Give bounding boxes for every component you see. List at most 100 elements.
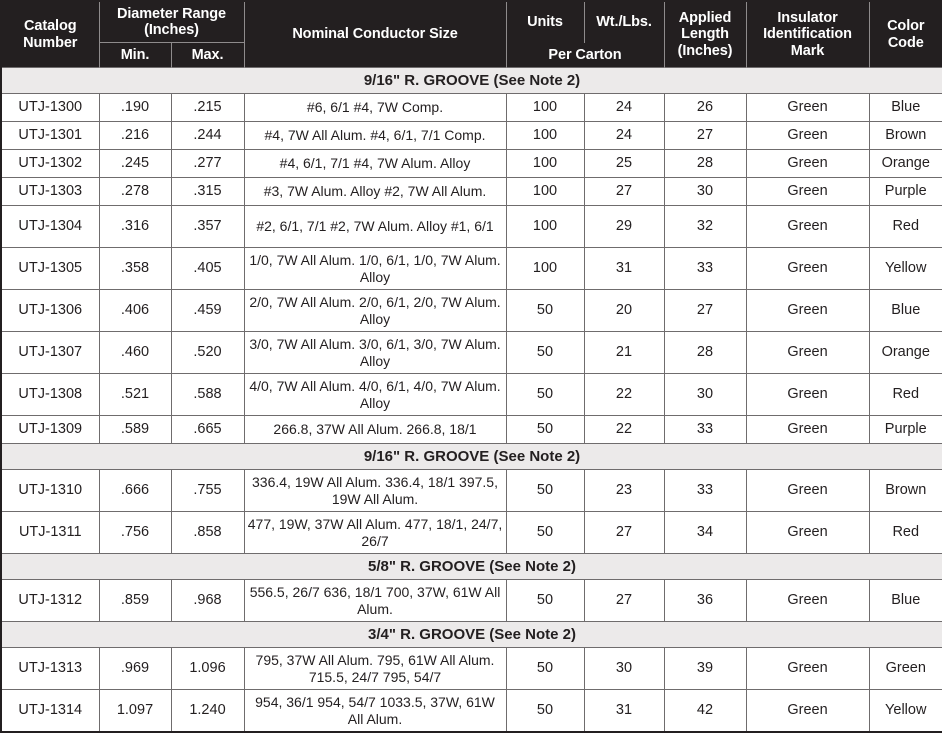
table-row: UTJ-1308.521.588 4/0, 7W All Alum. 4/0, 6…: [1, 373, 942, 416]
column-header-min: Min.: [98, 42, 172, 68]
cell-diameter-min: .521: [98, 373, 172, 416]
cell-color-code: Purple: [868, 415, 942, 444]
cell-insulator-identification-mark: Green: [745, 647, 870, 690]
table-row: UTJ-1314 1.097 1.240 954, 36/1 954, 54/7 10…: [1, 689, 942, 732]
cell-units-per-carton: 50: [505, 415, 585, 444]
cell-weight-lbs-per-carton: 27: [583, 511, 665, 554]
cell-catalog-number: UTJ-1306: [1, 289, 100, 332]
cell-diameter-min: .969: [98, 647, 172, 690]
cell-nominal-conductor-size: 795, 37W All Alum. 795, 61W All Alum. 71…: [243, 647, 507, 690]
cell-catalog-number: UTJ-1312: [1, 579, 100, 622]
cell-applied-length: 30: [663, 373, 747, 416]
cell-insulator-identification-mark: Green: [745, 289, 870, 332]
cell-diameter-max: .405: [170, 247, 245, 290]
cell-units-per-carton: 100: [505, 121, 585, 150]
cell-catalog-number: UTJ-1307: [1, 331, 100, 374]
cell-catalog-number: UTJ-1308: [1, 373, 100, 416]
cell-units-per-carton: 100: [505, 149, 585, 178]
cell-nominal-conductor-size: #4, 6/1, 7/1 #4, 7W Alum. Alloy: [243, 149, 507, 178]
cell-nominal-conductor-size: 954, 36/1 954, 54/7 1033.5, 37W, 61W All…: [243, 689, 507, 732]
group-header-label: 3/4" R. GROOVE (See Note 2): [1, 621, 942, 648]
insulator-id-line2: Identification: [763, 26, 852, 43]
applied-length-line2: Length: [681, 26, 729, 43]
cell-catalog-number: UTJ-1302: [1, 149, 100, 178]
cell-insulator-identification-mark: Green: [745, 469, 870, 512]
cell-nominal-conductor-size: 2/0, 7W All Alum. 2/0, 6/1, 2/0, 7W Alum…: [243, 289, 507, 332]
cell-diameter-min: .460: [98, 331, 172, 374]
cell-applied-length: 27: [663, 121, 747, 150]
cell-weight-lbs-per-carton: 27: [583, 579, 665, 622]
column-header-diameter-range: Diameter Range (Inches): [98, 1, 245, 43]
insulator-id-line3: Mark: [790, 42, 825, 59]
catalog-number-line1: Catalog: [24, 18, 77, 35]
cell-catalog-number: UTJ-1304: [1, 205, 100, 248]
cell-insulator-identification-mark: Green: [745, 511, 870, 554]
insulator-id-line1: Insulator: [777, 10, 838, 27]
diameter-range-label: Diameter Range: [117, 5, 226, 22]
cell-insulator-identification-mark: Green: [745, 93, 870, 122]
table-header: Catalog Number Diameter Range (Inches) N…: [1, 1, 942, 68]
column-header-catalog-number: Catalog Number: [1, 1, 100, 68]
cell-diameter-max: .215: [170, 93, 245, 122]
cell-nominal-conductor-size: 4/0, 7W All Alum. 4/0, 6/1, 4/0, 7W Alum…: [243, 373, 507, 416]
cell-applied-length: 27: [663, 289, 747, 332]
cell-catalog-number: UTJ-1303: [1, 177, 100, 206]
cell-diameter-max: .244: [170, 121, 245, 150]
group-header-row: 3/4" R. GROOVE (See Note 2): [1, 621, 942, 648]
table-row: UTJ-1300.190.215 #6, 6/1 #4, 7W Comp. 100 2…: [1, 93, 942, 122]
cell-insulator-identification-mark: Green: [745, 689, 870, 732]
cell-weight-lbs-per-carton: 24: [583, 121, 665, 150]
color-code-line1: Color: [887, 18, 925, 35]
cell-color-code: Red: [868, 511, 942, 554]
cell-color-code: Purple: [868, 177, 942, 206]
cell-diameter-min: .589: [98, 415, 172, 444]
applied-length-line1: Applied: [678, 10, 732, 27]
cell-nominal-conductor-size: 3/0, 7W All Alum. 3/0, 6/1, 3/0, 7W Alum…: [243, 331, 507, 374]
cell-units-per-carton: 100: [505, 205, 585, 248]
header-row-bottom: Min. Max. Per Carton: [1, 42, 942, 68]
column-header-weight-lbs: Wt./Lbs.: [583, 1, 665, 43]
table-row: UTJ-1312.859.968 556.5, 26/7 636, 18/1 70…: [1, 579, 942, 622]
table-row: UTJ-1310.666.755 336.4, 19W All Alum. 336…: [1, 469, 942, 512]
cell-weight-lbs-per-carton: 20: [583, 289, 665, 332]
column-header-insulator-identification-mark: Insulator Identification Mark: [745, 1, 870, 68]
color-code-line2: Code: [887, 34, 924, 51]
cell-weight-lbs-per-carton: 25: [583, 149, 665, 178]
cell-weight-lbs-per-carton: 23: [583, 469, 665, 512]
table-row: UTJ-1313.969 1.096 795, 37W All Alum. 795,…: [1, 647, 942, 690]
cell-diameter-max: .588: [170, 373, 245, 416]
cell-insulator-identification-mark: Green: [745, 121, 870, 150]
group-header-label: 9/16" R. GROOVE (See Note 2): [1, 443, 942, 470]
cell-insulator-identification-mark: Green: [745, 579, 870, 622]
cell-units-per-carton: 50: [505, 511, 585, 554]
table-row: UTJ-1301.216.244 #4, 7W All Alum. #4, 6/1…: [1, 121, 942, 150]
cell-diameter-min: .358: [98, 247, 172, 290]
cell-weight-lbs-per-carton: 31: [583, 247, 665, 290]
cell-diameter-max: 1.096: [170, 647, 245, 690]
cell-diameter-min: .666: [98, 469, 172, 512]
cell-catalog-number: UTJ-1309: [1, 415, 100, 444]
cell-color-code: Orange: [868, 149, 942, 178]
column-header-color-code: Color Code: [868, 1, 942, 68]
group-header-label: 5/8" R. GROOVE (See Note 2): [1, 553, 942, 580]
diameter-range-unit: (Inches): [144, 22, 199, 38]
cell-weight-lbs-per-carton: 24: [583, 93, 665, 122]
cell-catalog-number: UTJ-1314: [1, 689, 100, 732]
cell-catalog-number: UTJ-1300: [1, 93, 100, 122]
cell-units-per-carton: 100: [505, 177, 585, 206]
cell-color-code: Green: [868, 647, 942, 690]
cell-nominal-conductor-size: #4, 7W All Alum. #4, 6/1, 7/1 Comp.: [243, 121, 507, 150]
column-header-max: Max.: [170, 42, 245, 68]
cell-catalog-number: UTJ-1311: [1, 511, 100, 554]
cell-insulator-identification-mark: Green: [745, 247, 870, 290]
cell-diameter-min: 1.097: [98, 689, 172, 732]
cell-weight-lbs-per-carton: 27: [583, 177, 665, 206]
table-row: UTJ-1309.589.665 266.8, 37W All Alum. 266…: [1, 415, 942, 444]
cell-diameter-max: .755: [170, 469, 245, 512]
cell-diameter-max: .520: [170, 331, 245, 374]
column-header-applied-length: Applied Length (Inches): [663, 1, 747, 68]
table-row: UTJ-1311.756.858 477, 19W, 37W All Alum. …: [1, 511, 942, 554]
cell-diameter-max: 1.240: [170, 689, 245, 732]
cell-units-per-carton: 50: [505, 331, 585, 374]
